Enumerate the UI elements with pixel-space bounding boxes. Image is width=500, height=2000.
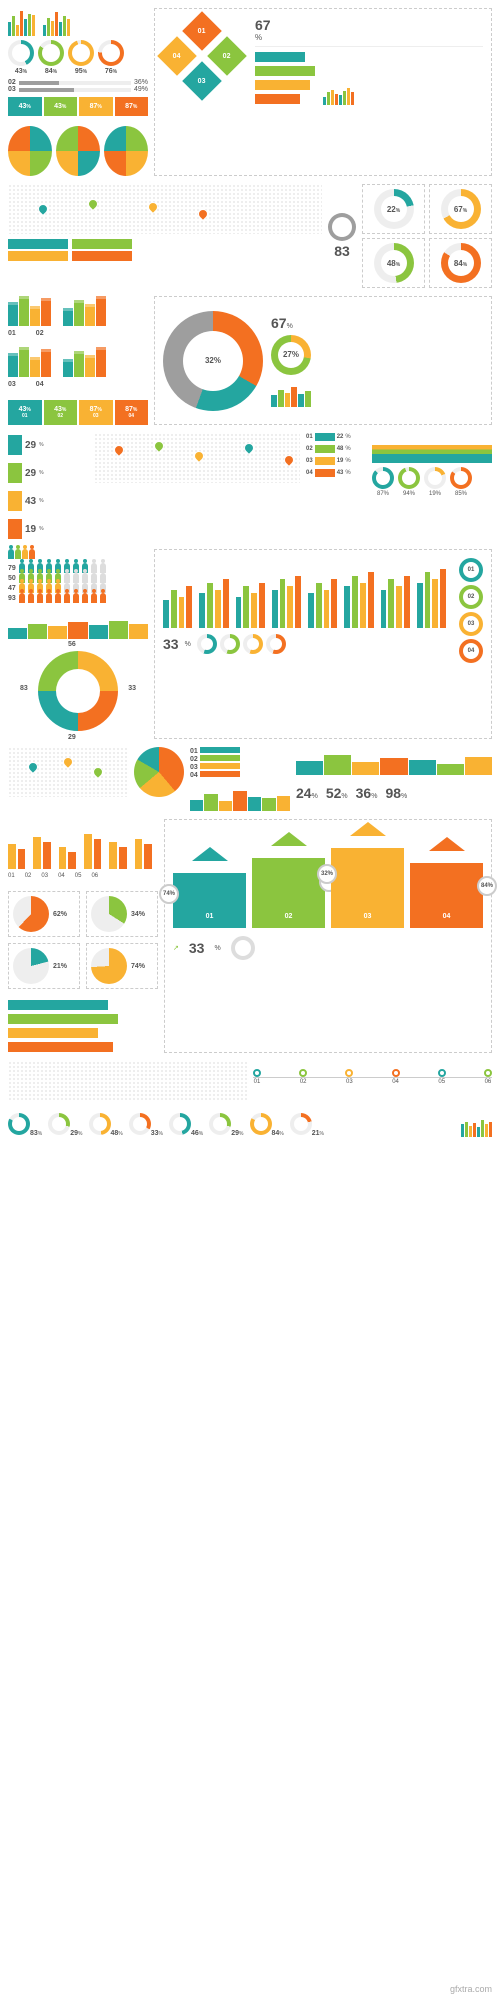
cylinder-chart: [56, 126, 100, 176]
diamond-nav: 01020304: [163, 17, 243, 97]
ring-feature-panel: 32% 67% 27%: [154, 296, 492, 425]
iso-bar-group: [63, 347, 106, 377]
cylinder-chart: [104, 126, 148, 176]
iso-bar-group: [63, 296, 106, 326]
map-percent: 83: [328, 243, 356, 259]
iso-bar-group: [8, 347, 51, 377]
quad-ring: [38, 651, 118, 731]
main-bar-panel: 33% 01020304: [154, 549, 492, 739]
diamond-feature-panel: 01020304 67%: [154, 8, 492, 176]
watermark: gfxtra.com: [450, 1984, 492, 1994]
mini-bar-chart-a: [8, 8, 35, 36]
feature-percent: 67: [255, 17, 483, 33]
timeline: 010203040506: [253, 1061, 492, 1093]
paired-bars: [8, 819, 158, 869]
arrow-chart-panel: 74%0162%0232%0384%04 ↗ 33%: [164, 819, 492, 1053]
mini-bar-chart-b: [43, 8, 70, 36]
feature-bars: [323, 77, 354, 105]
outer-percent: 67: [271, 315, 287, 331]
pie-3d: [134, 747, 184, 797]
world-map: [8, 747, 128, 797]
donut-grid: 22%67%48%84%: [362, 184, 492, 288]
percent-blocks: 43%43%87%87%: [8, 97, 148, 116]
donut-row: 43%84%95%76%: [8, 40, 148, 75]
world-map: [8, 1061, 247, 1101]
iso-bar-group: [8, 296, 51, 326]
area-chart: [372, 433, 492, 463]
people-icons: [8, 549, 148, 559]
pie-grid: 62%34%21%74%: [8, 891, 158, 989]
world-map: [8, 184, 322, 234]
cylinder-chart: [8, 126, 52, 176]
world-map-pins: [94, 433, 300, 483]
bottom-bars: [461, 1109, 492, 1137]
